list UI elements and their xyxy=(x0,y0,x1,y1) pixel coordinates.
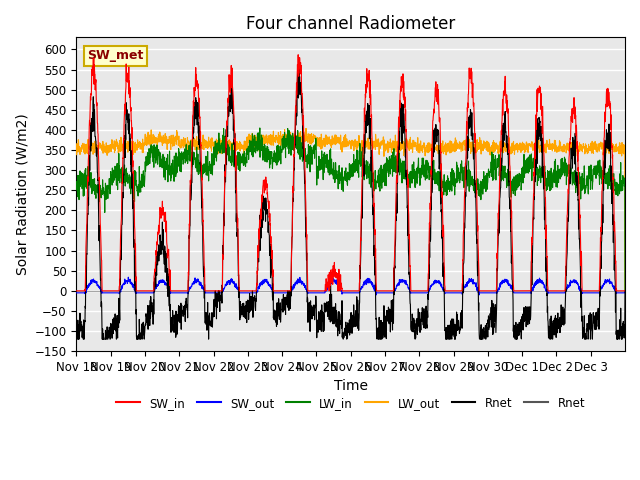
X-axis label: Time: Time xyxy=(333,380,368,394)
Title: Four channel Radiometer: Four channel Radiometer xyxy=(246,15,455,33)
Y-axis label: Solar Radiation (W/m2): Solar Radiation (W/m2) xyxy=(15,113,29,275)
Legend: SW_in, SW_out, LW_in, LW_out, Rnet, Rnet: SW_in, SW_out, LW_in, LW_out, Rnet, Rnet xyxy=(111,392,589,414)
Text: SW_met: SW_met xyxy=(88,49,144,62)
